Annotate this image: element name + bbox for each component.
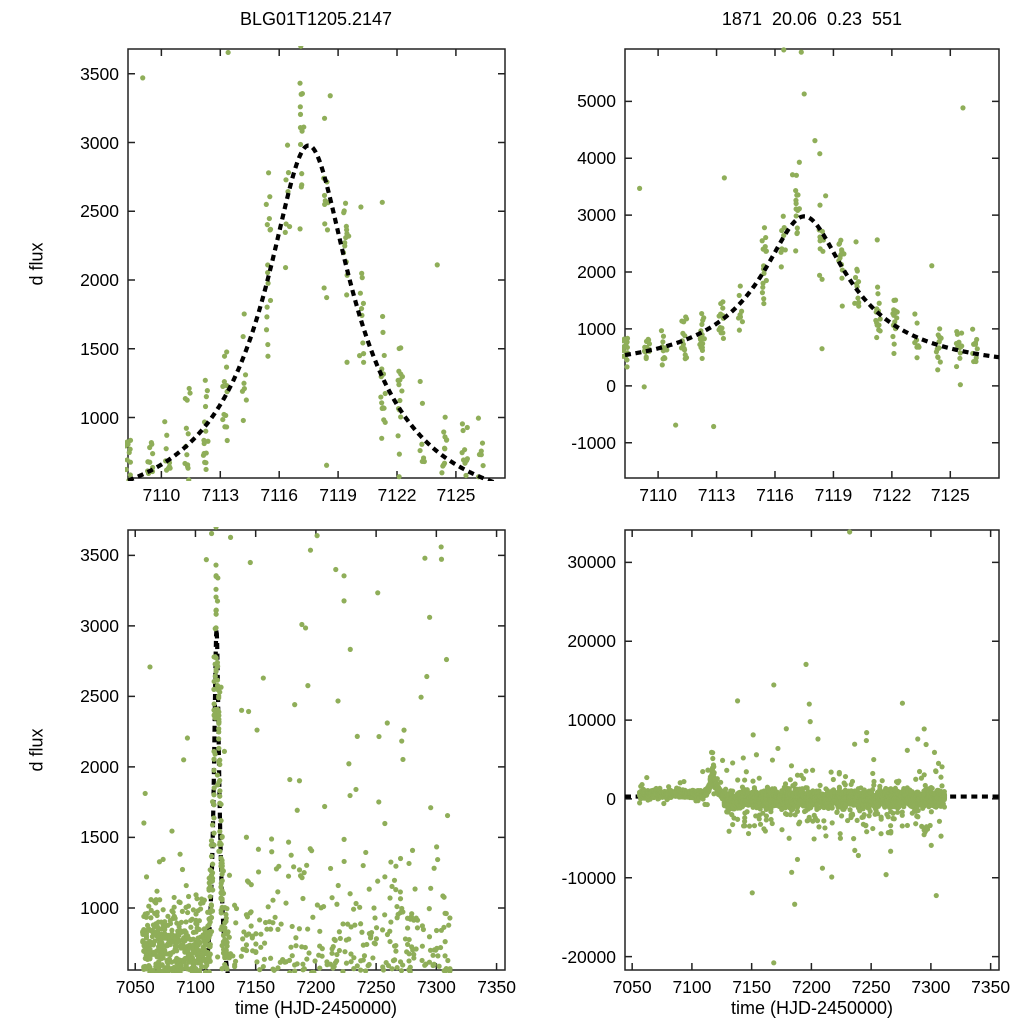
y-tick-label: 0 [606, 375, 616, 396]
y-tick-label: 10000 [567, 710, 616, 731]
scatter-plot-top-left [123, 44, 510, 483]
y-tick-label: 2500 [80, 201, 119, 222]
y-tick-label: 1000 [80, 407, 119, 428]
x-tick-label: 7050 [115, 977, 155, 997]
y-tick-label: 3000 [80, 132, 119, 153]
x-tick-label: 7150 [732, 977, 772, 997]
x-tick-label: 7113 [201, 485, 240, 505]
x-tick-label: 7110 [142, 485, 181, 505]
x-tick-label: 7250 [356, 977, 396, 997]
x-axis-label-bottom-left: time (HJD-2450000) [234, 998, 398, 1018]
x-tick-label: 7050 [612, 977, 652, 997]
y-tick-label: 3000 [577, 205, 616, 226]
y-tick-label: 30000 [567, 552, 616, 573]
y-tick-label: 5000 [577, 91, 616, 112]
y-tick-label: 1500 [80, 827, 119, 848]
panel-title-left: BLG01T1205.2147 [239, 9, 393, 29]
y-tick-label: 2500 [80, 686, 119, 707]
x-tick-label: 7300 [416, 977, 456, 997]
y-tick-label: 1000 [577, 318, 616, 339]
y-tick-label: 3000 [80, 615, 119, 636]
y-tick-label: 1500 [80, 338, 119, 359]
y-tick-label: 20000 [567, 631, 616, 652]
x-tick-label: 7113 [697, 485, 736, 505]
x-tick-label: 7150 [236, 977, 276, 997]
x-tick-label: 7200 [296, 977, 336, 997]
y-tick-label: 2000 [80, 270, 119, 290]
y-tick-label: 3500 [80, 545, 119, 566]
x-tick-label: 7116 [756, 485, 794, 505]
scatter-plot-bottom-left [123, 525, 510, 975]
y-tick-label: -1000 [571, 432, 616, 453]
x-tick-label: 7122 [377, 485, 417, 505]
scatter-plot-top-right [620, 44, 1004, 483]
x-tick-label: 7200 [791, 977, 831, 997]
y-tick-label: 3500 [80, 63, 119, 84]
x-tick-label: 7350 [477, 977, 517, 997]
x-axis-label-bottom-right: time (HJD-2450000) [730, 998, 894, 1018]
x-tick-label: 7119 [319, 485, 357, 505]
x-tick-label: 7110 [639, 485, 677, 505]
scatter-plot-bottom-right [620, 525, 1004, 975]
y-tick-label: 1000 [80, 897, 119, 918]
y-tick-label: 0 [606, 788, 616, 809]
y-tick-label: -20000 [561, 946, 617, 967]
y-tick-label: 2000 [80, 756, 119, 777]
y-tick-label: -10000 [561, 867, 617, 888]
x-tick-label: 7116 [260, 485, 299, 505]
x-tick-label: 7100 [672, 977, 712, 997]
x-tick-label: 7250 [851, 977, 891, 997]
x-tick-label: 7350 [971, 977, 1011, 997]
x-tick-label: 7122 [872, 485, 912, 505]
x-tick-label: 7125 [436, 485, 476, 505]
y-tick-label: 2000 [577, 262, 616, 283]
x-tick-label: 7119 [814, 485, 853, 505]
x-tick-label: 7100 [175, 977, 215, 997]
panel-title-right: 1871 20.06 0.23 551 [721, 9, 903, 29]
y-tick-label: 4000 [577, 148, 616, 169]
x-tick-label: 7300 [911, 977, 951, 997]
x-tick-label: 7125 [930, 485, 970, 505]
